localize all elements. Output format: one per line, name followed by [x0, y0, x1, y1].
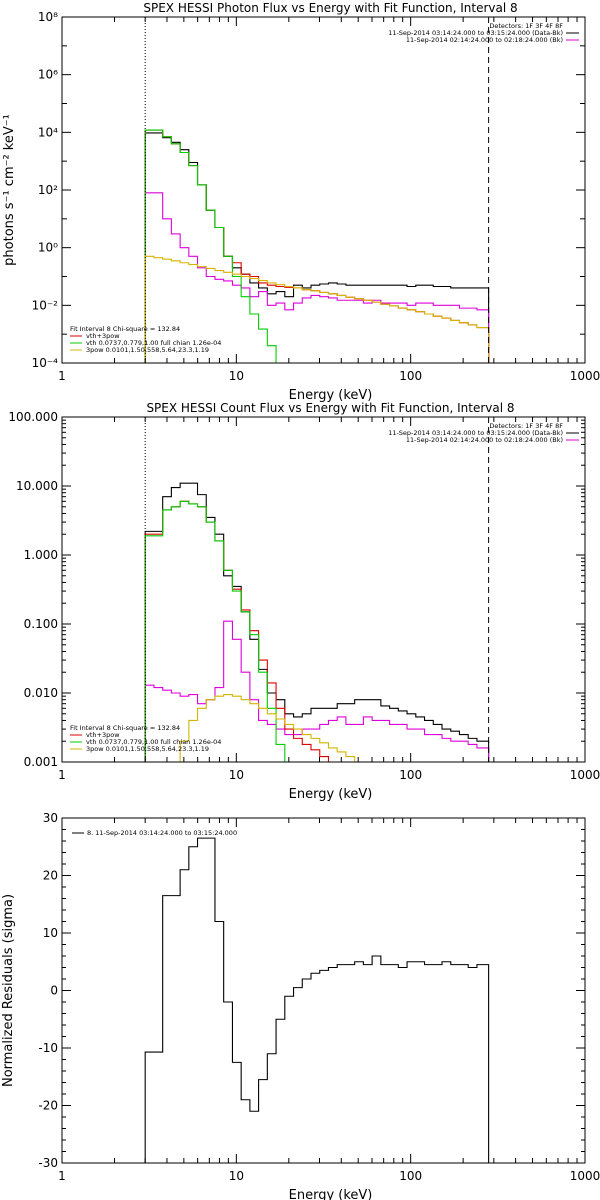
y-tick-label: 0 — [50, 984, 58, 998]
x-tick-label: 10 — [229, 768, 244, 782]
x-axis-label: Energy (keV) — [289, 388, 373, 403]
series-line-4 — [144, 129, 286, 363]
info-top-line: 11-Sep-2014 02:14:24.000 to 02:18:24.000… — [406, 436, 563, 444]
x-axis-label: Energy (keV) — [289, 1188, 373, 1200]
fit-legend-label: 3pow 0.0101,1.50,558,5.64,23.3,1.19 — [86, 745, 209, 753]
plot-frame — [61, 416, 586, 763]
y-tick-label: -10 — [38, 1041, 58, 1055]
y-tick-label: 10² — [38, 183, 58, 197]
y-tick-label: 10⁻² — [32, 298, 59, 312]
fit-legend-label: vth 0.0737,0.779,1.00 full chian 1.26e-0… — [86, 738, 221, 746]
x-tick-label: 100 — [399, 768, 422, 782]
info-top-line: 11-Sep-2014 02:14:24.000 to 02:18:24.000… — [406, 36, 563, 44]
y-tick-label: 100.000 — [8, 410, 58, 424]
y-tick-label: 10.000 — [16, 479, 58, 493]
y-axis-label: photons s⁻¹ cm⁻² keV⁻¹ — [2, 114, 17, 266]
residual-legend-label: 8. 11-Sep-2014 03:14:24.000 to 03:15:24.… — [87, 829, 237, 837]
fit-info-line: Fit Interval 8 Chi-square = 132.84 — [70, 325, 180, 333]
info-top-line: Detectors: 1F 3F 4F 8F — [489, 422, 563, 430]
x-tick-label: 100 — [399, 369, 422, 383]
x-tick-label: 1000 — [570, 369, 600, 383]
series-line-3 — [144, 500, 338, 762]
series-line-1 — [144, 132, 490, 363]
x-tick-label: 10 — [229, 1169, 244, 1183]
chart-title: SPEX HESSI Count Flux vs Energy with Fit… — [146, 401, 514, 415]
y-axis-label: Normalized Residuals (sigma) — [1, 894, 16, 1087]
x-tick-label: 1000 — [570, 1169, 600, 1183]
y-tick-label: 20 — [43, 869, 58, 883]
x-tick-label: 10 — [229, 369, 244, 383]
x-tick-label: 1 — [58, 768, 66, 782]
y-tick-label: 10⁶ — [38, 68, 58, 82]
plot-frame — [61, 817, 586, 1164]
info-top-line: Detectors: 1F 3F 4F 8F — [489, 22, 563, 30]
y-tick-label: 0.100 — [24, 617, 58, 631]
x-axis-label: Energy (keV) — [289, 787, 373, 802]
fit-legend-label: vth 0.0737,0.779,1.00 full chian 1.26e-0… — [86, 339, 221, 347]
chart-panel-1: SPEX HESSI Photon Flux vs Energy with Fi… — [2, 1, 600, 403]
series-line-5 — [170, 693, 364, 762]
info-top-line: 11-Sep-2014 03:14:24.000 to 03:15:24.000… — [388, 429, 563, 437]
y-tick-label: 1.000 — [24, 548, 58, 562]
x-tick-label: 1 — [58, 369, 66, 383]
chart-panel-3: 1 10 100 1000 -30 -20 -10 0 10 20 30 Energy (keV) No… — [1, 811, 600, 1200]
fit-info-line: Fit Interval 8 Chi-square = 132.84 — [70, 724, 180, 732]
plot-frame — [61, 16, 586, 364]
series-line-4 — [144, 500, 286, 762]
y-tick-label: 10 — [43, 926, 58, 940]
series-line-1 — [144, 837, 490, 1163]
y-tick-label: -20 — [38, 1099, 58, 1113]
y-tick-label: 0.001 — [24, 755, 58, 769]
y-tick-label: 10⁸ — [38, 10, 58, 24]
y-tick-label: 30 — [43, 811, 58, 825]
fit-legend-label: vth+3pow — [86, 332, 120, 340]
series-line-5 — [144, 255, 490, 363]
x-tick-label: 100 — [399, 1169, 422, 1183]
x-tick-label: 1000 — [570, 768, 600, 782]
chart-panel-2: SPEX HESSI Count Flux vs Energy with Fit… — [8, 401, 600, 802]
y-tick-label: 0.010 — [24, 686, 58, 700]
y-tick-label: 10⁴ — [38, 125, 58, 139]
y-tick-label: 10⁰ — [38, 241, 58, 255]
y-tick-label: -30 — [38, 1156, 58, 1170]
y-tick-label: 10⁻⁴ — [32, 356, 59, 370]
chart-title: SPEX HESSI Photon Flux vs Energy with Fi… — [143, 1, 517, 15]
fit-legend-label: 3pow 0.0101,1.50,558,5.64,23.3,1.19 — [86, 346, 209, 354]
fit-legend-label: vth+3pow — [86, 731, 120, 739]
series-line-1 — [144, 482, 490, 762]
x-tick-label: 1 — [58, 1169, 66, 1183]
info-top-line: 11-Sep-2014 03:14:24.000 to 03:15:24.000… — [388, 29, 563, 37]
